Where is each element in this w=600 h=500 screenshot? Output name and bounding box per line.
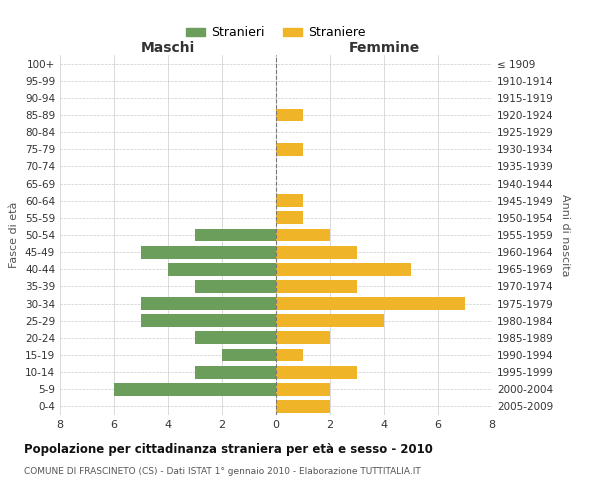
- Text: Maschi: Maschi: [141, 41, 195, 55]
- Bar: [141, 246, 276, 258]
- Bar: [276, 246, 357, 258]
- Y-axis label: Fasce di età: Fasce di età: [10, 202, 19, 268]
- Bar: [195, 228, 276, 241]
- Bar: [276, 108, 303, 122]
- Y-axis label: Anni di nascita: Anni di nascita: [560, 194, 570, 276]
- Bar: [141, 314, 276, 327]
- Bar: [195, 280, 276, 293]
- Bar: [276, 366, 357, 378]
- Bar: [276, 263, 411, 276]
- Legend: Stranieri, Straniere: Stranieri, Straniere: [181, 21, 371, 44]
- Text: COMUNE DI FRASCINETO (CS) - Dati ISTAT 1° gennaio 2010 - Elaborazione TUTTITALIA: COMUNE DI FRASCINETO (CS) - Dati ISTAT 1…: [24, 468, 421, 476]
- Bar: [276, 212, 303, 224]
- Bar: [114, 383, 276, 396]
- Bar: [276, 314, 384, 327]
- Text: Popolazione per cittadinanza straniera per età e sesso - 2010: Popolazione per cittadinanza straniera p…: [24, 442, 433, 456]
- Bar: [276, 297, 465, 310]
- Bar: [276, 383, 330, 396]
- Bar: [276, 143, 303, 156]
- Bar: [276, 194, 303, 207]
- Bar: [276, 348, 303, 362]
- Bar: [195, 332, 276, 344]
- Bar: [276, 228, 330, 241]
- Bar: [195, 366, 276, 378]
- Text: Femmine: Femmine: [349, 41, 419, 55]
- Bar: [276, 400, 330, 413]
- Bar: [168, 263, 276, 276]
- Bar: [276, 332, 330, 344]
- Bar: [141, 297, 276, 310]
- Bar: [222, 348, 276, 362]
- Bar: [276, 280, 357, 293]
